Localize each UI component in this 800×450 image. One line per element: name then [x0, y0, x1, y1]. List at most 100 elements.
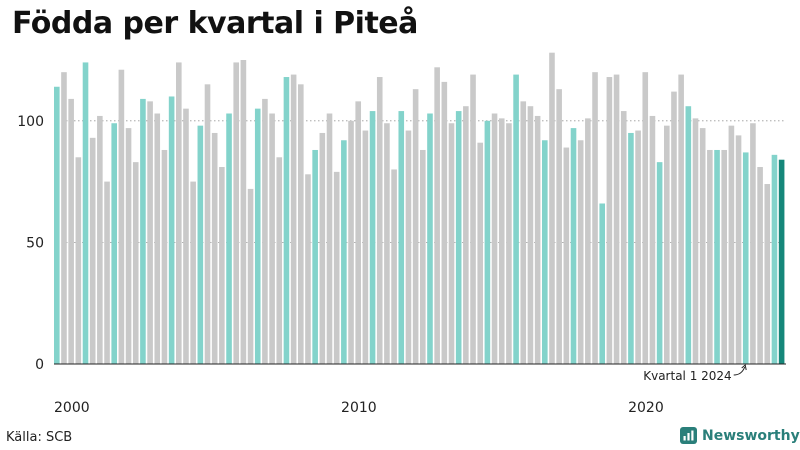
bar — [714, 149, 720, 364]
bar — [757, 167, 763, 364]
bar — [161, 149, 168, 364]
bar — [61, 72, 67, 364]
bar — [520, 101, 527, 364]
annotation-arrowhead — [741, 364, 747, 371]
bar — [664, 125, 670, 364]
bar — [233, 62, 240, 365]
bar — [276, 157, 283, 364]
bar — [477, 142, 484, 364]
bar — [585, 118, 591, 365]
bar — [147, 101, 153, 364]
brand-logo: Newsworthy — [680, 427, 800, 444]
bar — [513, 74, 519, 364]
bar — [104, 181, 110, 364]
bar — [54, 86, 60, 364]
bar — [240, 60, 247, 364]
bar — [305, 174, 311, 364]
bar — [721, 149, 728, 364]
bar — [391, 169, 397, 364]
bar — [542, 140, 548, 364]
bar — [491, 113, 498, 364]
bar — [642, 72, 649, 364]
annotation-arrow — [733, 366, 746, 376]
bar — [262, 98, 268, 364]
bar — [570, 128, 577, 364]
bar — [563, 147, 570, 364]
bar — [82, 62, 89, 365]
bar — [226, 113, 232, 364]
bar — [678, 74, 684, 364]
bar — [556, 89, 562, 365]
bar — [649, 115, 656, 364]
bar — [290, 74, 297, 364]
bar — [75, 157, 82, 364]
bar — [577, 140, 584, 364]
bar — [247, 188, 254, 364]
bar — [154, 113, 161, 364]
bar — [498, 118, 505, 365]
source-note: Källa: SCB — [6, 430, 73, 445]
bar — [211, 132, 218, 364]
bar — [176, 62, 182, 365]
x-tick-labels: 2000 2010 2020 — [54, 400, 664, 416]
bar — [312, 149, 318, 364]
bar — [750, 123, 756, 364]
bar — [219, 167, 225, 364]
y-tick-label: 0 — [35, 357, 44, 373]
bar — [68, 98, 74, 364]
x-tick-label: 2000 — [54, 400, 90, 416]
x-tick-label: 2010 — [341, 400, 377, 416]
bar — [190, 181, 196, 364]
y-tick-label: 100 — [17, 114, 44, 130]
bar — [613, 74, 620, 364]
bar — [692, 118, 699, 365]
bar — [728, 125, 735, 364]
bar — [355, 101, 362, 364]
bar-chart: 0 50 100 2000 2010 2020 Kvartal 1 2024 — [17, 52, 786, 416]
bar — [348, 120, 354, 364]
bar — [168, 96, 175, 364]
bar — [369, 111, 376, 364]
bar — [319, 132, 326, 364]
bar — [384, 123, 390, 364]
bar — [620, 111, 627, 364]
bar — [326, 113, 333, 364]
bar — [269, 113, 275, 364]
bar — [549, 52, 555, 364]
bar — [735, 135, 742, 364]
bar — [298, 84, 304, 364]
bar — [534, 115, 541, 364]
bar — [254, 108, 261, 364]
bar — [463, 106, 469, 365]
bar — [197, 125, 204, 364]
bar — [427, 113, 433, 364]
bar — [592, 72, 598, 364]
bar — [434, 67, 440, 365]
bar — [656, 162, 663, 364]
bar — [97, 115, 103, 364]
bar — [333, 171, 340, 364]
bar — [455, 111, 462, 364]
bar — [778, 159, 785, 364]
bar — [771, 154, 778, 364]
y-tick-labels: 0 50 100 — [17, 114, 44, 373]
bar — [204, 84, 211, 364]
bar — [599, 203, 606, 364]
bar — [506, 123, 512, 364]
bar — [412, 89, 419, 365]
bar — [470, 74, 476, 364]
bar — [118, 69, 125, 364]
x-tick-label: 2020 — [628, 400, 664, 416]
bars — [54, 52, 785, 365]
bar — [283, 77, 290, 365]
bar — [707, 149, 713, 364]
bar — [685, 106, 692, 365]
brand-name: Newsworthy — [702, 427, 800, 444]
bar — [132, 162, 139, 364]
newsworthy-logo-icon — [680, 427, 697, 444]
bar — [527, 106, 534, 365]
bar — [484, 120, 491, 364]
bar — [398, 111, 405, 364]
bar — [764, 184, 771, 364]
annotation-label: Kvartal 1 2024 — [643, 369, 731, 383]
